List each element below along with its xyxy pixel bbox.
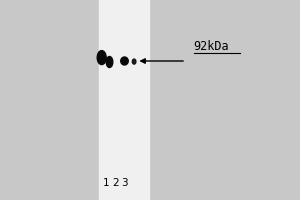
Ellipse shape xyxy=(106,56,113,68)
Ellipse shape xyxy=(132,59,136,64)
Text: 92kDa: 92kDa xyxy=(194,40,229,53)
Text: 1: 1 xyxy=(103,178,110,188)
Bar xyxy=(99,0,148,200)
Ellipse shape xyxy=(121,57,128,65)
Text: 3: 3 xyxy=(121,178,128,188)
Ellipse shape xyxy=(97,51,106,65)
Text: 2: 2 xyxy=(112,178,119,188)
